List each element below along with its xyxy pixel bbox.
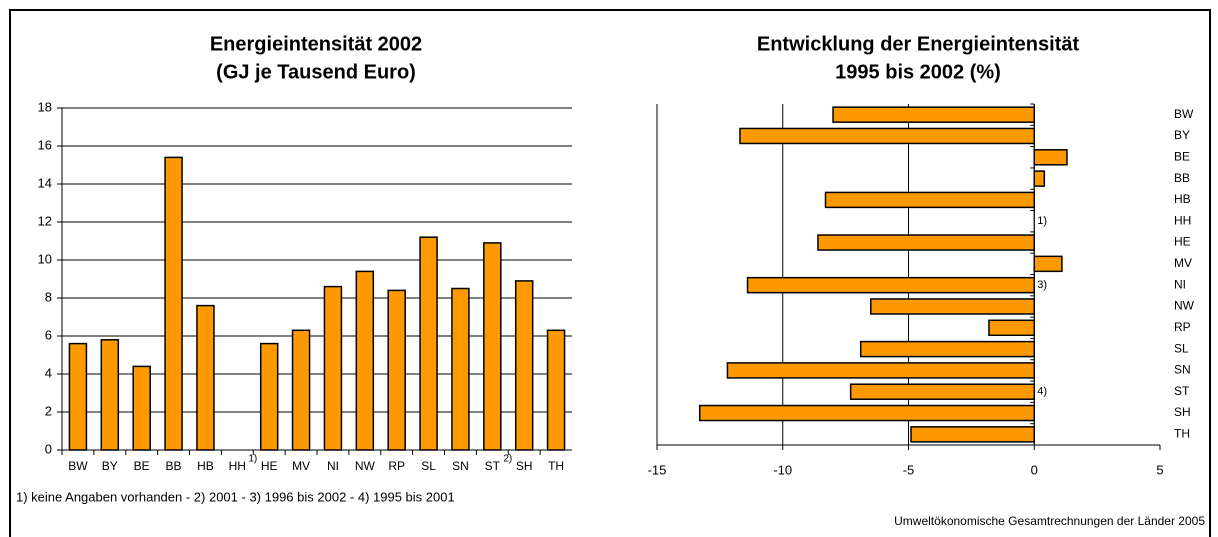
bar bbox=[859, 340, 1036, 358]
x-tick-label: TH bbox=[548, 459, 564, 473]
x-tick-label: NI bbox=[327, 459, 339, 473]
x-tick-label: BY bbox=[102, 459, 118, 473]
x-tick-label: RP bbox=[388, 459, 405, 473]
chart-title: Entwicklung der Energieintensität bbox=[757, 33, 1080, 55]
bar bbox=[323, 285, 343, 451]
y-tick-label: ST bbox=[1174, 384, 1190, 398]
x-tick-label: BB bbox=[166, 459, 182, 473]
x-tick-label: ST bbox=[485, 459, 501, 473]
y-tick-label: 2 bbox=[45, 403, 52, 418]
chart-title: (GJ je Tausend Euro) bbox=[216, 61, 416, 83]
y-tick-label: TH bbox=[1174, 427, 1190, 441]
y-tick-label: BB bbox=[1174, 171, 1190, 185]
category-note: 1) bbox=[1037, 215, 1047, 227]
y-tick-label: 0 bbox=[45, 441, 52, 456]
bar bbox=[832, 106, 1035, 123]
bar bbox=[355, 270, 375, 451]
x-tick-label: -10 bbox=[773, 462, 792, 477]
x-tick-label: MV bbox=[292, 459, 310, 473]
y-tick-label: MV bbox=[1174, 256, 1192, 270]
y-tick-label: 10 bbox=[38, 251, 52, 266]
bar bbox=[387, 289, 406, 451]
bar bbox=[849, 383, 1036, 400]
bar bbox=[483, 242, 502, 451]
bar bbox=[132, 365, 151, 451]
bar bbox=[100, 339, 120, 451]
bar bbox=[451, 287, 470, 451]
x-tick-label: HE bbox=[261, 459, 278, 473]
y-tick-label: SH bbox=[1174, 405, 1191, 419]
bar bbox=[1033, 255, 1063, 273]
y-tick-label: SN bbox=[1174, 363, 1191, 377]
bar bbox=[546, 329, 566, 451]
chart-title: Energieintensität 2002 bbox=[210, 33, 422, 55]
bar bbox=[824, 191, 1035, 209]
x-tick-label: -15 bbox=[648, 462, 667, 477]
y-tick-label: BY bbox=[1174, 128, 1190, 142]
frame bbox=[9, 9, 1211, 537]
bar bbox=[699, 404, 1035, 422]
bar bbox=[291, 329, 311, 451]
bar bbox=[164, 156, 183, 451]
y-tick-label: BE bbox=[1174, 149, 1190, 163]
bar bbox=[68, 342, 88, 451]
x-tick-label: SN bbox=[452, 459, 469, 473]
y-tick-label: NW bbox=[1174, 299, 1195, 313]
bar bbox=[988, 319, 1035, 337]
bar bbox=[514, 280, 534, 451]
category-note: 4) bbox=[1037, 386, 1047, 398]
x-tick-label: HB bbox=[197, 459, 214, 473]
bar bbox=[739, 127, 1035, 145]
y-tick-label: 18 bbox=[38, 99, 52, 114]
source: Umweltökonomische Gesamtrechnungen der L… bbox=[894, 514, 1205, 528]
footnote: 1) keine Angaben vorhanden - 2) 2001 - 3… bbox=[16, 489, 455, 504]
category-note: 3) bbox=[1037, 279, 1047, 291]
bar bbox=[1033, 149, 1068, 166]
category-note: 2) bbox=[503, 454, 512, 465]
chart-title: 1995 bis 2002 (%) bbox=[835, 61, 1001, 83]
x-tick-label: 0 bbox=[1031, 462, 1038, 477]
y-tick-label: HE bbox=[1174, 235, 1191, 249]
bar bbox=[910, 426, 1036, 443]
bar bbox=[817, 234, 1036, 251]
y-tick-label: 6 bbox=[45, 327, 52, 342]
bar bbox=[196, 304, 215, 451]
bar bbox=[870, 298, 1036, 315]
y-tick-label: 12 bbox=[38, 213, 52, 228]
y-tick-label: BW bbox=[1174, 107, 1194, 121]
x-tick-label: BE bbox=[134, 459, 150, 473]
y-tick-label: 16 bbox=[38, 137, 52, 152]
y-tick-label: HH bbox=[1174, 213, 1191, 227]
category-note: 1) bbox=[248, 454, 257, 465]
y-tick-label: HB bbox=[1174, 192, 1191, 206]
x-tick-label: SH bbox=[516, 459, 533, 473]
x-tick-label: HH bbox=[229, 459, 246, 473]
bar bbox=[746, 276, 1035, 294]
x-tick-label: SL bbox=[421, 459, 436, 473]
y-tick-label: 14 bbox=[38, 175, 52, 190]
x-tick-label: BW bbox=[68, 459, 88, 473]
x-tick-label: -5 bbox=[903, 462, 915, 477]
bar bbox=[419, 236, 438, 451]
y-tick-label: 8 bbox=[45, 289, 52, 304]
y-tick-label: 4 bbox=[45, 365, 52, 380]
bar bbox=[259, 342, 279, 451]
y-tick-label: RP bbox=[1174, 320, 1191, 334]
bar bbox=[726, 362, 1035, 379]
y-tick-label: SL bbox=[1174, 341, 1189, 355]
x-tick-label: 5 bbox=[1156, 462, 1163, 477]
bar bbox=[1033, 170, 1046, 187]
x-tick-label: NW bbox=[355, 459, 376, 473]
y-tick-label: NI bbox=[1174, 277, 1186, 291]
